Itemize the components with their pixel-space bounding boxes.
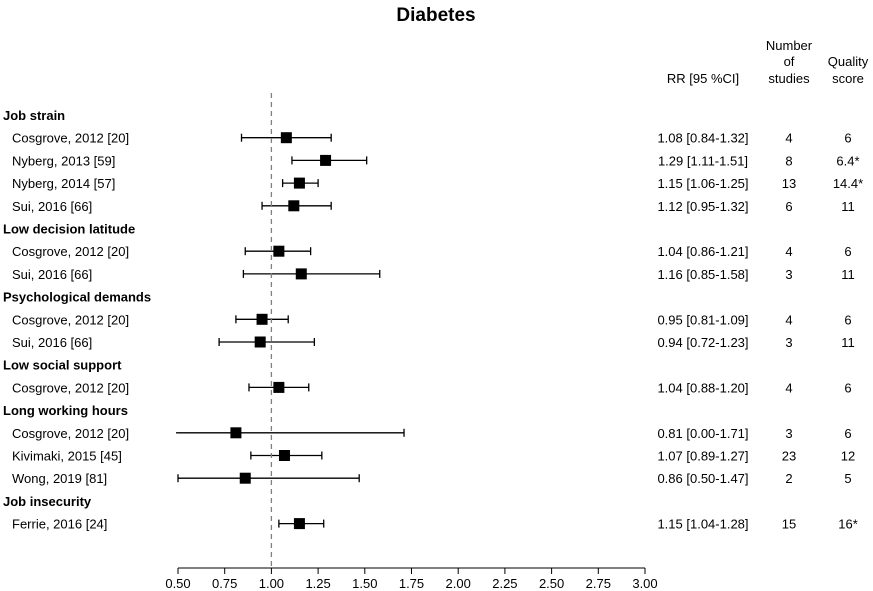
group-label: Low decision latitude <box>3 222 135 237</box>
rr-ci-value: 1.29 [1.11-1.51] <box>658 153 748 168</box>
point-estimate <box>280 132 292 144</box>
study-label: Cosgrove, 2012 [20] <box>12 426 129 441</box>
study-label: Kivimaki, 2015 [45] <box>12 449 122 464</box>
rr-ci-value: 1.12 [0.95-1.32] <box>657 199 748 214</box>
study-label: Sui, 2016 [66] <box>12 199 92 214</box>
rr-ci-value: 0.81 [0.00-1.71] <box>657 426 748 441</box>
n-studies-value: 3 <box>785 335 792 350</box>
n-studies-value: 23 <box>782 449 796 464</box>
quality-score-value: 12 <box>841 449 855 464</box>
column-header-rr: RR [95 %CI] <box>667 71 739 86</box>
n-studies-value: 6 <box>785 199 792 214</box>
study-label: Cosgrove, 2012 [20] <box>12 244 129 259</box>
rr-ci-value: 1.15 [1.04-1.28] <box>657 517 748 532</box>
quality-score-value: 11 <box>841 199 855 214</box>
x-tick-label: 1.25 <box>305 576 330 591</box>
header-quality-line-2: score <box>832 71 864 86</box>
quality-score-value: 6 <box>844 312 851 327</box>
study-label: Cosgrove, 2012 [20] <box>12 380 129 395</box>
x-tick-label: 3.00 <box>632 576 657 591</box>
point-estimate <box>293 518 305 530</box>
quality-score-value: 5 <box>844 471 851 486</box>
header-n-line-1: Number <box>766 38 813 53</box>
n-studies-value: 3 <box>785 267 792 282</box>
study-label: Wong, 2019 [81] <box>12 471 107 486</box>
point-estimate <box>256 313 268 325</box>
rr-ci-value: 1.04 [0.86-1.21] <box>657 244 748 259</box>
point-estimate <box>254 336 266 348</box>
quality-score-value: 16* <box>838 517 858 532</box>
x-tick-label: 1.75 <box>399 576 424 591</box>
n-studies-value: 15 <box>782 517 796 532</box>
n-studies-value: 8 <box>785 153 792 168</box>
header-n-line-2: of <box>784 54 795 69</box>
quality-score-value: 11 <box>841 335 855 350</box>
point-estimate <box>273 245 285 257</box>
rr-ci-value: 1.16 [0.85-1.58] <box>657 267 748 282</box>
rr-ci-value: 0.86 [0.50-1.47] <box>657 471 748 486</box>
quality-score-value: 6 <box>844 131 851 146</box>
rr-ci-value: 0.94 [0.72-1.23] <box>657 335 748 350</box>
rr-ci-value: 1.04 [0.88-1.20] <box>657 380 748 395</box>
rr-ci-value: 1.08 [0.84-1.32] <box>657 131 748 146</box>
group-label: Long working hours <box>3 403 128 418</box>
study-label: Nyberg, 2014 [57] <box>12 176 115 191</box>
study-label: Cosgrove, 2012 [20] <box>12 312 129 327</box>
header-quality-line-1: Quality <box>828 54 869 69</box>
n-studies-value: 4 <box>785 380 792 395</box>
point-estimate <box>295 268 307 280</box>
x-tick-label: 0.75 <box>212 576 237 591</box>
study-label: Sui, 2016 [66] <box>12 267 92 282</box>
column-header-quality: Quality score <box>828 54 869 86</box>
point-estimate <box>293 177 305 189</box>
point-estimate <box>288 200 300 212</box>
chart-title: Diabetes <box>396 5 475 26</box>
x-tick-label: 1.50 <box>352 576 377 591</box>
group-label: Job insecurity <box>3 494 92 509</box>
study-label: Ferrie, 2016 [24] <box>12 517 107 532</box>
x-tick-label: 1.00 <box>259 576 284 591</box>
quality-score-value: 6 <box>844 426 851 441</box>
rr-ci-value: 0.95 [0.81-1.09] <box>657 312 748 327</box>
n-studies-value: 13 <box>782 176 796 191</box>
quality-score-value: 6.4* <box>836 153 859 168</box>
n-studies-value: 4 <box>785 312 792 327</box>
x-tick-label: 2.50 <box>539 576 564 591</box>
quality-score-value: 6 <box>844 244 851 259</box>
point-estimate <box>239 472 251 484</box>
study-label: Nyberg, 2013 [59] <box>12 153 115 168</box>
point-estimate <box>230 427 242 439</box>
n-studies-value: 4 <box>785 131 792 146</box>
n-studies-value: 2 <box>785 471 792 486</box>
quality-score-value: 14.4* <box>833 176 863 191</box>
study-label: Cosgrove, 2012 [20] <box>12 131 129 146</box>
point-estimate <box>278 450 290 461</box>
x-tick-label: 2.00 <box>446 576 471 591</box>
quality-score-value: 6 <box>844 380 851 395</box>
x-tick-label: 0.50 <box>165 576 190 591</box>
point-estimate <box>320 154 332 166</box>
group-label: Job strain <box>3 108 65 123</box>
quality-score-value: 11 <box>841 267 855 282</box>
column-header-n-studies: Number of studies <box>766 38 813 86</box>
point-estimate <box>273 381 285 393</box>
header-n-line-3: studies <box>768 71 810 86</box>
study-label: Sui, 2016 [66] <box>12 335 92 350</box>
group-label: Psychological demands <box>3 290 151 305</box>
group-label: Low social support <box>3 358 122 373</box>
x-tick-label: 2.75 <box>586 576 611 591</box>
x-tick-label: 2.25 <box>492 576 517 591</box>
n-studies-value: 4 <box>785 244 792 259</box>
n-studies-value: 3 <box>785 426 792 441</box>
rr-ci-value: 1.07 [0.89-1.27] <box>657 449 748 464</box>
rr-ci-value: 1.15 [1.06-1.25] <box>657 176 748 191</box>
